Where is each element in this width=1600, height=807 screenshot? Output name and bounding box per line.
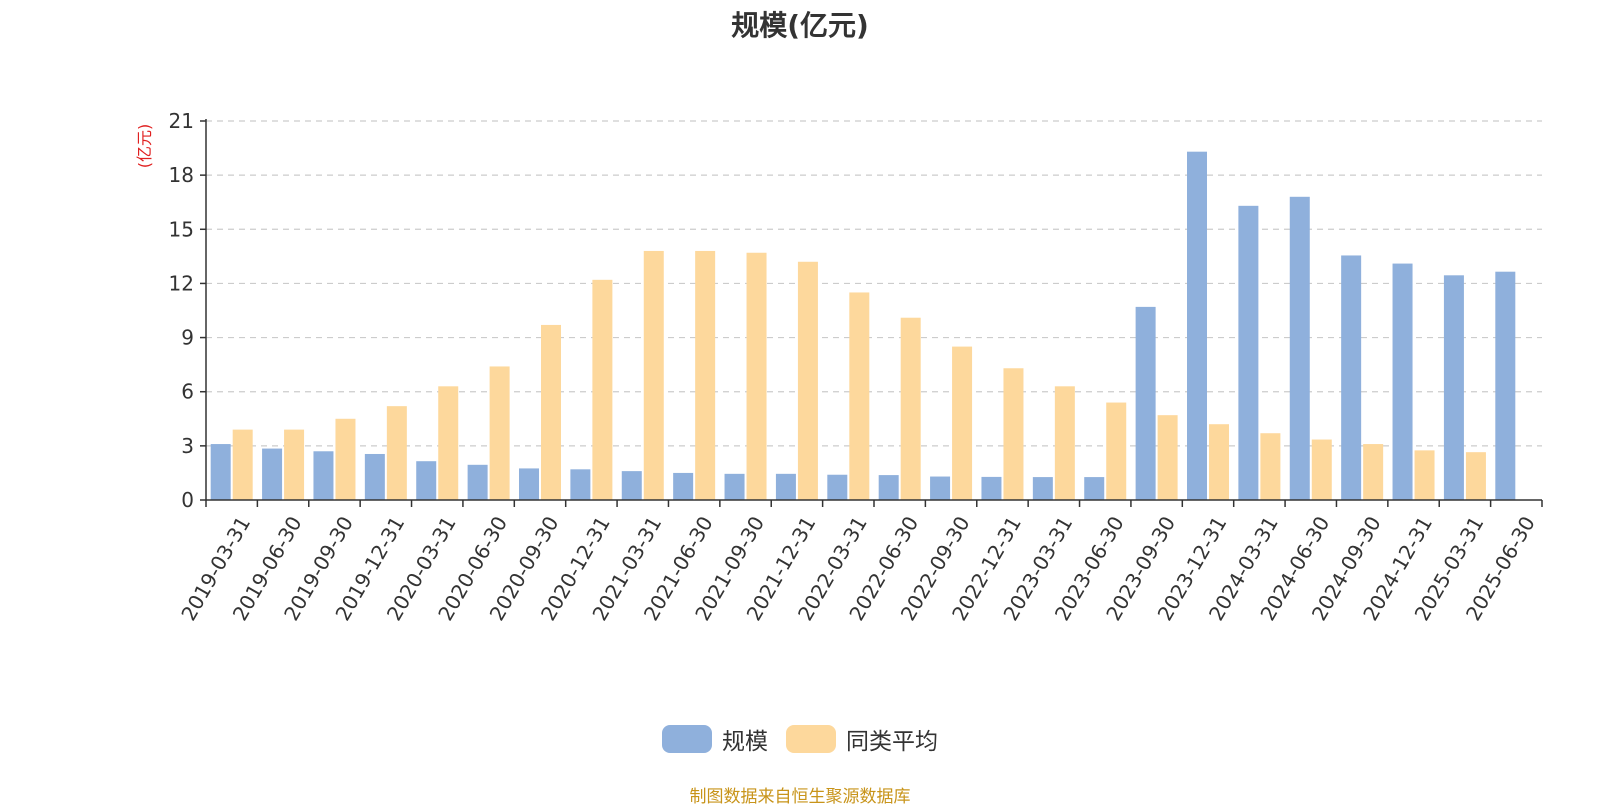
chart-title: 规模(亿元) [731, 9, 869, 42]
bar-scale [775, 473, 796, 500]
legend-item-scale[interactable]: 规模 [662, 722, 768, 756]
bar-peer-average [1363, 444, 1384, 500]
y-tick-label: 18 [169, 163, 194, 187]
bar-peer-average [1414, 450, 1435, 500]
legend-label-scale: 规模 [722, 729, 768, 755]
legend: 规模 同类平均 [0, 722, 1600, 756]
bar-peer-average [1311, 439, 1332, 500]
bar-scale [1443, 275, 1464, 500]
bar-scale [1187, 151, 1207, 500]
y-tick-label: 3 [181, 434, 194, 458]
bar-peer-average [952, 346, 973, 500]
y-tick-labels: 0 3 6 9 12 15 18 21 [169, 109, 194, 512]
bar-scale [1084, 477, 1105, 500]
legend-label-peer-average: 同类平均 [846, 729, 938, 755]
bar-peer-average [541, 324, 561, 500]
y-axis-unit-label: (亿元) [135, 124, 154, 169]
bar-scale [1289, 196, 1310, 501]
bar-scale [1032, 477, 1053, 500]
bar-scale [364, 453, 385, 500]
bar-chart: 0 3 6 9 12 15 18 21 2019-03-312019-06-302019-09… [135, 109, 1543, 625]
bar-scale [621, 471, 642, 500]
y-tick-label: 15 [169, 217, 194, 241]
bar-peer-average [489, 366, 510, 500]
bar-scale [262, 448, 283, 500]
bar-scale [1341, 255, 1362, 500]
y-tick-label: 0 [181, 488, 194, 512]
bar-scale [827, 474, 848, 500]
y-tick-label: 21 [169, 109, 194, 133]
bars [210, 151, 1516, 501]
bar-scale [1495, 271, 1516, 500]
bar-peer-average [746, 252, 767, 500]
bar-scale [313, 451, 334, 500]
y-tick-label: 9 [181, 326, 194, 350]
axes [200, 119, 1543, 507]
bar-peer-average [438, 386, 459, 500]
bar-peer-average [1260, 433, 1281, 500]
bar-peer-average [592, 279, 613, 500]
bar-peer-average [849, 292, 870, 500]
bar-peer-average [1054, 386, 1075, 500]
bar-scale [1392, 263, 1413, 500]
bar-scale [416, 461, 437, 500]
bar-scale [467, 464, 488, 500]
bar-scale [930, 476, 951, 500]
bar-peer-average [1003, 368, 1024, 500]
x-tick-labels: 2019-03-312019-06-302019-09-302019-12-31… [176, 512, 1540, 625]
bar-peer-average [900, 317, 921, 500]
bar-scale [724, 473, 745, 500]
y-tick-label: 6 [181, 380, 194, 404]
bar-peer-average [386, 406, 407, 500]
data-source-note: 制图数据来自恒生聚源数据库 [689, 787, 911, 807]
bar-scale [878, 475, 899, 500]
bar-scale [1238, 205, 1259, 501]
y-tick-label: 12 [169, 271, 194, 295]
bar-peer-average [695, 250, 716, 500]
legend-swatch-scale [662, 725, 712, 753]
gridlines [206, 120, 1542, 447]
bar-peer-average [1209, 424, 1229, 500]
bar-scale [1135, 306, 1156, 500]
bar-peer-average [643, 250, 664, 500]
bar-peer-average [284, 429, 305, 500]
bar-peer-average [1465, 452, 1486, 500]
bar-peer-average [1157, 415, 1178, 500]
bar-scale [981, 476, 1002, 500]
bar-peer-average [797, 261, 818, 500]
legend-swatch-peer-average [786, 725, 836, 753]
bar-peer-average [232, 429, 253, 500]
bar-peer-average [335, 418, 356, 500]
bar-peer-average [1106, 402, 1127, 500]
bar-scale [210, 444, 231, 500]
legend-item-peer-average[interactable]: 同类平均 [786, 722, 938, 756]
bar-scale [673, 472, 694, 500]
bar-scale [519, 468, 539, 500]
bar-scale [570, 469, 591, 500]
